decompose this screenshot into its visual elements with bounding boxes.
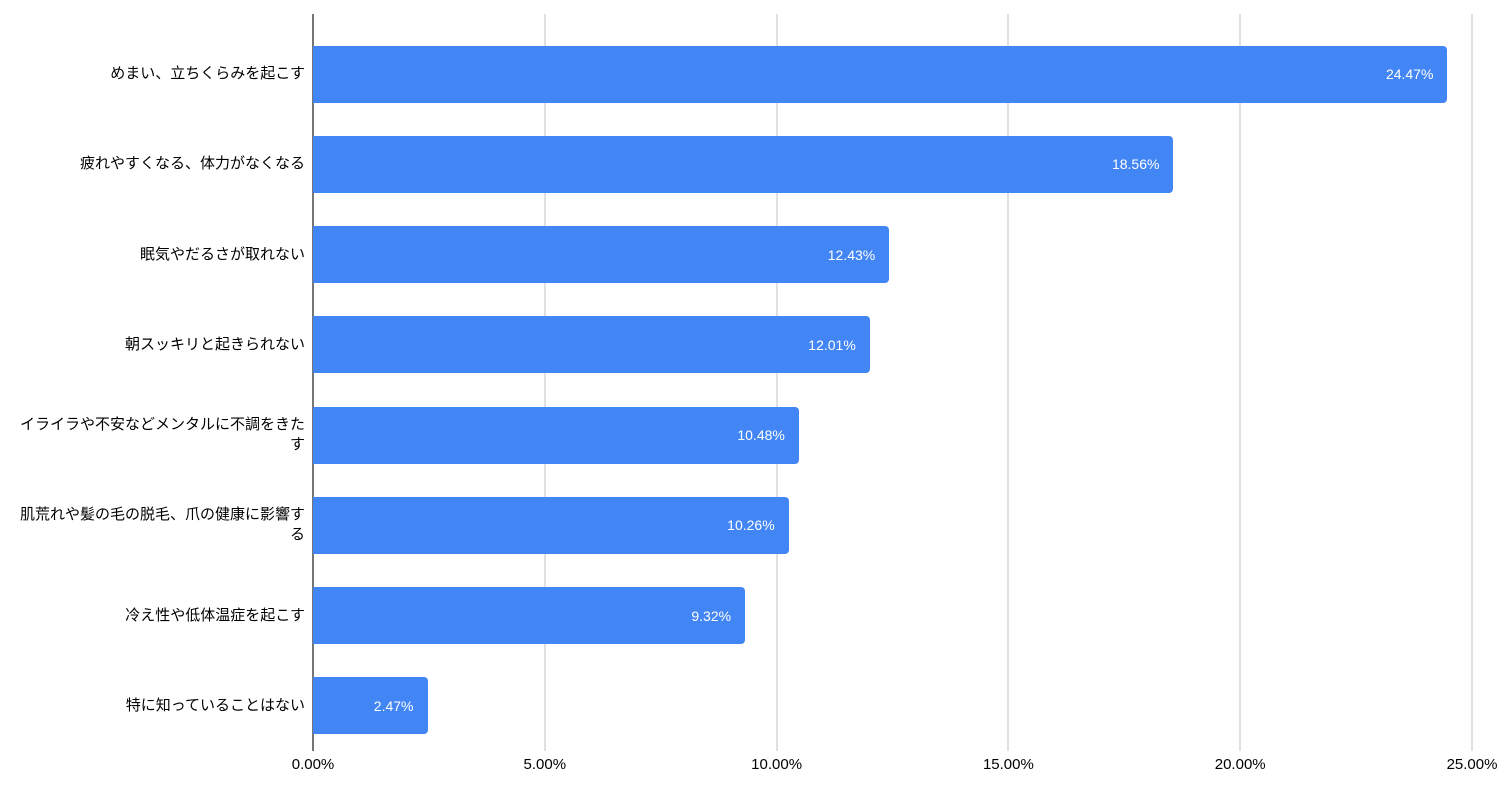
category-label-row: めまい、立ちくらみを起こす: [0, 29, 305, 119]
category-label: 冷え性や低体温症を起こす: [125, 606, 305, 624]
category-label: 朝スッキリと起きられない: [124, 335, 305, 353]
bar-value-label: 12.43%: [827, 246, 876, 263]
bar[interactable]: 2.47%: [313, 677, 428, 735]
bar-value-label: 24.47%: [1385, 66, 1434, 83]
bar[interactable]: 12.01%: [313, 316, 870, 374]
gridline: [775, 14, 778, 751]
plot-area: 24.47% 18.56% 12.43% 12.01% 10.48% 10.26% 9.32…: [312, 14, 1473, 751]
gridline: [1239, 14, 1242, 751]
category-label: 眠気やだるさが取れない: [139, 245, 305, 263]
category-labels: めまい、立ちくらみを起こす疲れやすくなる、体力がなくなる眠気やだるさが取れない朝…: [0, 29, 305, 751]
x-axis-tick-label: 5.00%: [523, 756, 567, 773]
category-label: めまい、立ちくらみを起こす: [110, 65, 305, 82]
category-label-row: 特に知っていることはない: [0, 661, 305, 751]
bar-row: 9.32%: [313, 571, 1472, 661]
category-label-row: 冷え性や低体温症を起こす: [0, 571, 305, 661]
bar[interactable]: 10.48%: [313, 406, 799, 464]
bar-row: 10.26%: [313, 480, 1472, 570]
bar[interactable]: 10.26%: [313, 496, 789, 554]
bar-value-label: 9.32%: [691, 607, 732, 624]
x-axis-tick-label: 20.00%: [1214, 756, 1266, 773]
bar-rows: 24.47% 18.56% 12.43% 12.01% 10.48% 10.26% 9.32…: [313, 29, 1472, 751]
bar-value-label: 12.01%: [808, 336, 856, 353]
bar-value-label: 10.26%: [727, 517, 775, 534]
bar-row: 24.47%: [313, 29, 1472, 119]
bar-row: 12.01%: [313, 300, 1472, 390]
bar-value-label: 18.56%: [1111, 156, 1160, 173]
bar[interactable]: 9.32%: [313, 587, 746, 645]
gridline: [543, 14, 546, 751]
category-label: イライラや不安などメンタルに不調をきたす: [19, 415, 305, 454]
bar-row: 10.48%: [313, 390, 1472, 480]
x-axis-tick-label: 0.00%: [291, 756, 335, 773]
x-axis: 0.00% 5.00% 10.00% 15.00% 20.00% 25.00%: [292, 756, 1498, 778]
category-label-row: 朝スッキリと起きられない: [0, 300, 305, 390]
category-label-row: 肌荒れや髪の毛の脱毛、爪の健康に影響する: [0, 480, 305, 570]
bar-row: 2.47%: [313, 661, 1472, 751]
y-axis-line: [312, 14, 314, 751]
category-label: 肌荒れや髪の毛の脱毛、爪の健康に影響する: [19, 506, 305, 544]
bar[interactable]: 18.56%: [313, 135, 1174, 193]
category-label-row: 疲れやすくなる、体力がなくなる: [0, 119, 305, 209]
bar[interactable]: 24.47%: [313, 45, 1448, 103]
bar-value-label: 2.47%: [373, 697, 414, 714]
category-label-row: 眠気やだるさが取れない: [0, 210, 305, 300]
x-axis-tick-label: 25.00%: [1446, 756, 1498, 773]
category-label: 疲れやすくなる、体力がなくなる: [79, 155, 305, 173]
bar[interactable]: 12.43%: [313, 226, 890, 284]
bar-value-label: 10.48%: [737, 427, 785, 444]
gridline: [1007, 14, 1010, 751]
gridline: [1471, 14, 1473, 751]
bar-row: 12.43%: [313, 210, 1472, 300]
category-label: 特に知っていることはない: [125, 696, 305, 714]
bar-row: 18.56%: [313, 119, 1472, 209]
category-label-row: イライラや不安などメンタルに不調をきたす: [0, 390, 305, 480]
x-axis-tick-label: 10.00%: [751, 756, 803, 773]
x-axis-tick-label: 15.00%: [982, 756, 1034, 773]
